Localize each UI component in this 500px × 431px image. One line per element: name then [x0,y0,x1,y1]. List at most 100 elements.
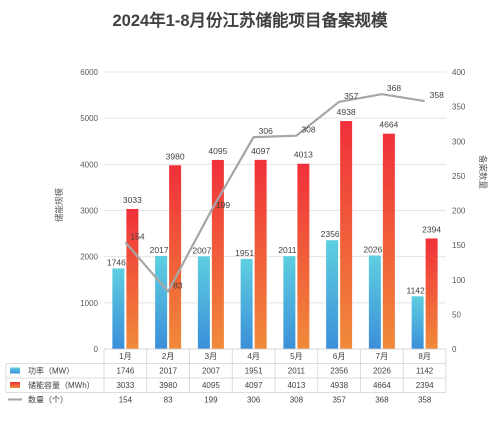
left-tick-label: 0 [94,345,99,354]
table-series-name: 功率（MW） [28,366,74,376]
right-tick-label: 100 [452,276,466,285]
power-data-label: 1951 [235,248,254,258]
capacity-data-label: 2394 [422,224,441,234]
table-cell: 1142 [416,367,434,376]
capacity-data-label: 3033 [123,195,142,205]
capacity-bar [382,133,395,349]
right-tick-label: 300 [452,137,466,146]
data-labels: 1746 3033 2017 3980 2007 4095 1951 4097 2011 4013… [107,83,444,295]
table-cell: 368 [375,396,389,405]
table-cell: 3980 [159,381,177,390]
bars [112,121,438,350]
power-data-label: 2026 [363,244,382,254]
right-tick-label: 50 [452,310,461,319]
right-tick-label: 400 [452,68,466,77]
count-line [124,93,425,293]
right-tick-label: 200 [452,207,466,216]
count-series-line [124,93,425,293]
table-cell: 4664 [373,381,391,390]
capacity-bar [254,159,267,349]
power-data-label: 2011 [278,245,297,255]
power-data-label: 2356 [321,229,340,239]
capacity-data-label: 3980 [166,151,185,161]
left-tick-label: 4000 [80,160,98,169]
chart-title: 2024年1-8月份江苏储能项目备案规模 [112,10,388,30]
count-data-label: 358 [430,90,444,100]
power-bar [368,255,381,349]
left-tick-label: 5000 [80,114,98,123]
left-tick-label: 1000 [80,299,98,308]
power-data-label: 1142 [406,285,425,295]
right-tick-label: 0 [452,345,457,354]
capacity-bar [425,238,438,349]
left-axis-title: 储能规模 [54,188,64,223]
table-cell: 358 [418,396,432,405]
table-cell: 199 [204,396,218,405]
right-axis-title: 备案数量 [478,155,488,190]
table-category-label: 4月 [247,352,259,361]
power-bar [155,255,168,349]
table-cell: 154 [119,396,133,405]
table-cell: 2026 [373,367,391,376]
table-category-label: 8月 [418,352,430,361]
right-axis-ticks: 0 50 100 150 200 250 300 350 400 [452,68,466,354]
power-bar [240,258,253,349]
table-cell: 2007 [202,367,220,376]
power-legend-swatch [10,367,20,374]
count-data-label: 199 [216,200,230,210]
table-series-name: 储能容量（MWh） [28,380,95,390]
table-category-label: 7月 [376,352,388,361]
count-data-label: 308 [301,125,315,135]
capacity-bar [211,159,224,349]
table-cell: 83 [164,396,173,405]
table-cell: 306 [247,396,261,405]
power-bar [326,240,339,349]
power-bar [197,256,210,349]
capacity-bar [169,165,182,349]
count-data-label: 357 [344,91,358,101]
table-cell: 3033 [116,381,134,390]
table-cell: 2356 [330,367,348,376]
power-data-label: 2017 [150,245,169,255]
capacity-bar [340,121,353,350]
left-tick-label: 3000 [80,207,98,216]
left-tick-label: 6000 [80,68,98,77]
table-cell: 357 [332,396,346,405]
table-category-label: 5月 [290,352,302,361]
left-axis-ticks: 0 1000 2000 3000 4000 5000 6000 [80,68,98,354]
table-cell: 2017 [159,367,177,376]
count-data-label: 83 [173,281,183,291]
table-cell: 308 [290,396,304,405]
table-cell: 1746 [116,367,134,376]
right-tick-label: 250 [452,172,466,181]
capacity-data-label: 4013 [294,150,313,160]
left-tick-label: 2000 [80,253,98,262]
table-cell: 2011 [288,367,306,376]
table-cell: 4013 [287,381,305,390]
capacity-bar [297,163,310,349]
table-category-label: 6月 [333,352,345,361]
capacity-legend-swatch [10,382,20,388]
right-tick-label: 350 [452,103,466,112]
capacity-data-label: 4095 [208,146,227,156]
table-cell: 4097 [245,381,263,390]
table-cell: 1951 [245,367,263,376]
table-category-label: 1月 [119,352,131,361]
table-cell: 2394 [416,381,434,390]
table-cell: 4095 [202,381,220,390]
power-bar [283,256,296,349]
capacity-data-label: 4664 [379,120,398,130]
count-data-label: 154 [130,231,144,241]
table-cell: 4938 [330,381,348,390]
power-data-label: 2007 [192,245,211,255]
power-bar [112,268,125,349]
count-data-label: 306 [259,126,273,136]
power-bar [411,296,424,349]
capacity-bar [126,208,139,349]
capacity-data-label: 4097 [251,146,270,156]
right-tick-label: 150 [452,241,466,250]
power-data-label: 1746 [107,257,126,267]
count-data-label: 368 [387,83,401,93]
